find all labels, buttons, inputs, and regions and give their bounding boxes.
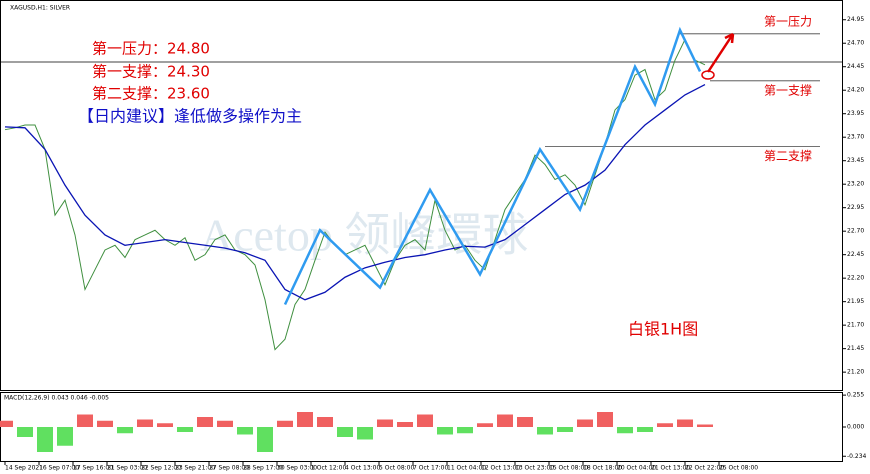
note: 第一压力：24.80 <box>92 40 210 58</box>
macd-bar <box>217 420 233 427</box>
y-tick-label: 23.95 <box>847 110 864 117</box>
macd-bar <box>377 419 393 427</box>
macd-bar <box>517 417 533 427</box>
y-tick-label: 24.45 <box>847 63 864 70</box>
x-tick-label: 7 Oct 17:00 <box>413 465 448 472</box>
x-tick-label: 30 Sep 03:00 <box>277 465 317 472</box>
macd-bar <box>357 427 373 440</box>
macd-bar <box>297 412 313 427</box>
macd-bar <box>277 420 293 427</box>
macd-bar <box>457 427 473 434</box>
x-tick-label: 15 Oct 08:00 <box>549 465 588 472</box>
x-tick-label: 21 Oct 13:00 <box>651 465 690 472</box>
series-line <box>4 38 706 351</box>
caption: 白银1H图 <box>628 320 698 339</box>
x-tick-label: 21 Sep 03:00 <box>107 465 147 472</box>
macd-bar <box>477 423 493 427</box>
note: 第二支撑：23.60 <box>92 85 210 103</box>
note: 第一支撑：24.30 <box>92 63 210 81</box>
level-label: 第一压力 <box>764 14 812 28</box>
macd-bar <box>177 427 193 432</box>
macd-bar <box>197 417 213 427</box>
x-tick-label: 12 Oct 13:00 <box>481 465 520 472</box>
macd-bar <box>597 412 613 427</box>
macd-bar <box>397 422 413 427</box>
advice: 【日内建议】逢低做多操作为主 <box>78 107 302 126</box>
level-label: 第二支撑 <box>764 148 812 163</box>
macd-bar <box>77 414 93 427</box>
x-tick-label: 22 Sep 12:00 <box>141 465 181 472</box>
x-tick-label: 18 Oct 18:00 <box>583 465 622 472</box>
macd-bar <box>617 427 633 434</box>
macd-bar <box>657 423 673 427</box>
y-tick-label: 22.45 <box>847 251 864 258</box>
macd-bar <box>17 427 33 437</box>
y-tick-label: 21.45 <box>847 345 864 352</box>
y-tick-label: 21.95 <box>847 298 864 305</box>
macd-y-tick-label: -0.234 <box>847 453 867 460</box>
series-line <box>283 26 702 306</box>
y-tick-label: 23.70 <box>847 134 864 141</box>
watermark: Acetop 领峰環球 <box>200 210 528 261</box>
macd-bar <box>337 427 353 437</box>
macd-bar <box>137 419 153 427</box>
macd-bar <box>57 427 73 446</box>
x-tick-label: 16 Sep 07:00 <box>39 465 79 472</box>
macd-bar <box>697 424 713 427</box>
macd-bar <box>257 427 273 452</box>
x-tick-label: 11 Oct 04:00 <box>447 465 486 472</box>
macd-bar <box>0 420 13 427</box>
y-tick-label: 24.95 <box>847 16 864 23</box>
macd-bar <box>437 427 453 435</box>
macd-bar <box>577 419 593 427</box>
y-tick-label: 22.20 <box>847 275 864 282</box>
series-line <box>4 84 706 301</box>
x-tick-label: 17 Sep 16:00 <box>73 465 113 472</box>
x-tick-label: 23 Sep 21:00 <box>175 465 215 472</box>
x-tick-label: 14 Sep 2021 <box>5 465 43 472</box>
macd-bar <box>157 423 173 427</box>
y-tick-label: 24.20 <box>847 87 864 94</box>
x-tick-label: 13 Oct 23:00 <box>515 465 554 472</box>
chart-title: XAGUSD,H1: SILVER <box>10 5 70 12</box>
macd-bar <box>97 420 113 427</box>
macd-bar <box>417 414 433 427</box>
macd-bar <box>557 427 573 432</box>
macd-bar <box>37 427 53 452</box>
x-tick-label: 4 Oct 13:00 <box>345 465 380 472</box>
y-tick-label: 24.70 <box>847 40 864 47</box>
y-tick-label: 21.70 <box>847 322 864 329</box>
y-tick-label: 23.20 <box>847 181 864 188</box>
x-tick-label: 5 Oct 08:00 <box>379 465 414 472</box>
macd-bar <box>117 427 133 434</box>
main-frame <box>0 0 843 391</box>
y-tick-label: 21.20 <box>847 369 864 376</box>
y-tick-label: 22.70 <box>847 228 864 235</box>
macd-bar <box>497 414 513 427</box>
x-tick-label: 27 Sep 08:00 <box>209 465 249 472</box>
macd-title: MACD(12,26,9) 0.043 0.046 -0.005 <box>4 395 109 402</box>
macd-bar <box>637 427 653 432</box>
x-tick-label: 22 Oct 22:00 <box>685 465 724 472</box>
x-tick-label: 20 Oct 04:00 <box>617 465 656 472</box>
level-label: 第一支撑 <box>764 82 812 97</box>
macd-bar <box>317 417 333 427</box>
y-tick-label: 23.45 <box>847 157 864 164</box>
highlight <box>701 70 715 80</box>
x-tick-label: 1 Oct 12:00 <box>311 465 346 472</box>
x-tick-label: 25 Oct 08:00 <box>719 465 758 472</box>
macd-bar <box>677 419 693 427</box>
y-tick-label: 22.95 <box>847 204 864 211</box>
macd-bar <box>537 427 553 435</box>
macd-y-tick-label: 0.000 <box>847 424 864 431</box>
arrow <box>706 32 735 73</box>
macd-bar <box>237 427 253 435</box>
x-tick-label: 28 Sep 17:00 <box>243 465 283 472</box>
macd-y-tick-label: 0.255 <box>847 392 864 399</box>
